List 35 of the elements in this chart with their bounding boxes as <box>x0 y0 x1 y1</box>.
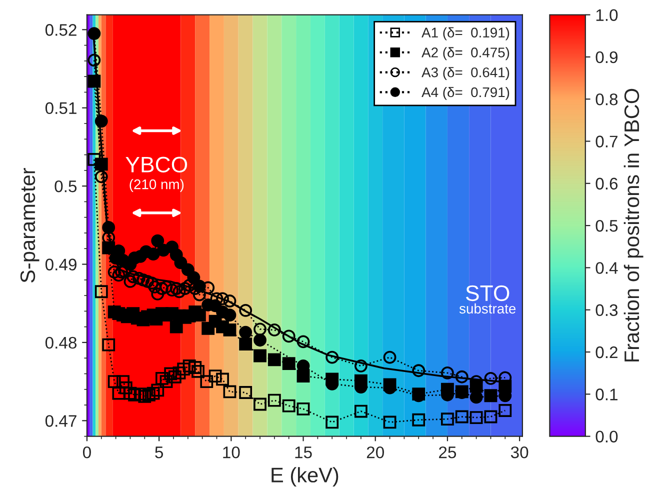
x-tick-label: 0 <box>82 446 91 458</box>
y-tick-label: 0.51 <box>45 102 76 114</box>
annotation: substrate <box>459 303 516 314</box>
annotation: YBCO <box>126 156 188 172</box>
color-bar-label: 0.5 <box>596 220 618 232</box>
color-bar-label: 0.3 <box>596 304 618 316</box>
legend-label: A4 (δ= 0.791) <box>422 86 510 100</box>
y-axis-title: S-parameter <box>20 168 40 282</box>
annotation: STO <box>466 285 510 302</box>
legend-label: A3 (δ= 0.641) <box>422 67 510 80</box>
y-tick-label: 0.49 <box>45 258 76 270</box>
x-tick-label: 10 <box>223 446 240 458</box>
color-bar-label: 0.1 <box>596 388 618 400</box>
y-tick-label: 0.52 <box>45 24 76 36</box>
legend-label: A1 (δ= 0.191) <box>422 27 510 40</box>
y-tick-label: 0.47 <box>45 415 76 427</box>
color-bar-label: 0.0 <box>596 430 618 443</box>
x-axis-title: E (keV) <box>272 467 338 487</box>
color-bar-label: 0.6 <box>596 178 618 190</box>
x-tick-label: 20 <box>366 446 384 458</box>
y-tick-label: 0.48 <box>45 336 77 349</box>
color-bar-label: 1.0 <box>596 9 618 21</box>
color-bar-label: 0.4 <box>596 262 618 274</box>
color-bar-label: 0.7 <box>596 136 618 148</box>
x-tick-label: 5 <box>155 446 163 458</box>
legend-label: A2 (δ= 0.475) <box>422 47 510 60</box>
color-bar-label: 0.8 <box>596 93 618 106</box>
x-tick-label: 25 <box>439 446 456 458</box>
color-bar-label: 0.2 <box>596 346 618 358</box>
x-tick-label: 30 <box>510 446 528 458</box>
color-bar-title: Fraction of positrons in YBCO <box>624 88 644 362</box>
x-tick-label: 15 <box>295 446 312 458</box>
y-tick-label: 0.5 <box>54 180 77 192</box>
color-bar-label: 0.9 <box>596 51 618 64</box>
annotation: (210 nm) <box>130 179 184 192</box>
